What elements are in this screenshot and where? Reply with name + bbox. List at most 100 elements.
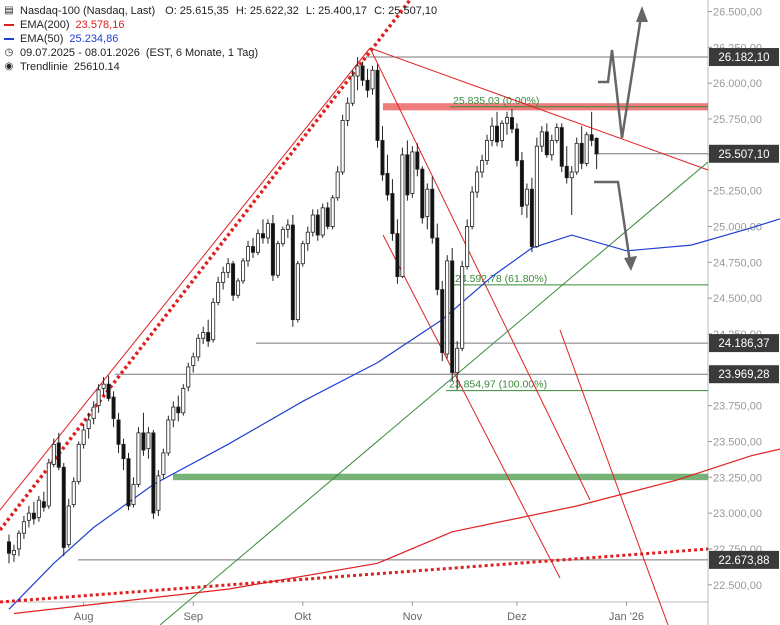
- candle-body: [470, 191, 475, 227]
- upper-channel-line: [0, 47, 371, 511]
- y-tick-label: 23.750,00: [713, 401, 762, 413]
- candle-body: [66, 505, 71, 546]
- candle-body: [495, 125, 500, 143]
- candle-body: [410, 151, 415, 194]
- candle-body: [519, 160, 524, 207]
- candle-body: [260, 233, 265, 239]
- candle-body: [51, 443, 56, 465]
- candle-body: [141, 432, 146, 451]
- y-tick-label: 25.250,00: [713, 186, 762, 198]
- candle-body: [504, 117, 509, 124]
- candle-body: [171, 406, 176, 421]
- candle-body: [166, 419, 171, 454]
- trendline-icon: ◉: [4, 61, 14, 72]
- steep-trendline-b: [382, 234, 561, 579]
- candle-body: [415, 151, 420, 170]
- candle-body: [569, 171, 574, 179]
- ohlc-values: O: 25.615,35 H: 25.622,32 L: 25.400,17 C…: [161, 4, 437, 18]
- price-tag-box: [709, 144, 779, 163]
- candle-body: [490, 125, 495, 141]
- candle-body: [549, 140, 554, 156]
- price-tag-label: 26.182,10: [718, 52, 769, 64]
- price-tag-box: [709, 550, 779, 569]
- ohlc-low: L: 25.400,17: [305, 5, 368, 17]
- candle-body: [255, 233, 260, 253]
- candle-body: [106, 383, 111, 399]
- price-tag-label: 25.507,10: [718, 149, 769, 161]
- y-tick-label: 25.000,00: [713, 221, 762, 233]
- legend-row-range: ◷ 09.07.2025 - 08.01.2026 (EST, 6 Monate…: [4, 46, 437, 60]
- candle-body: [360, 65, 365, 81]
- candle-body: [420, 168, 425, 219]
- candle-body: [275, 243, 280, 276]
- range-detail: (EST, 6 Monate, 1 Tag): [145, 47, 259, 59]
- ema50-value: 25.234,86: [69, 33, 119, 45]
- candle-body: [280, 228, 285, 245]
- candle-body: [499, 122, 504, 141]
- rising-support-line: [159, 161, 709, 625]
- y-tick-label: 23.500,00: [713, 436, 762, 448]
- candle-body: [509, 117, 514, 130]
- ohlc-close: C: 25.507,10: [374, 5, 438, 17]
- candle-body: [350, 75, 355, 104]
- candle-body: [529, 188, 534, 247]
- y-tick-label: 25.750,00: [713, 114, 762, 126]
- candle-body: [211, 302, 216, 341]
- ema50-label: EMA(50): [20, 33, 64, 45]
- candle-body: [21, 521, 26, 534]
- candle-body: [524, 188, 529, 206]
- steep-trendline-c: [559, 329, 669, 625]
- candle-body: [335, 171, 340, 199]
- y-tick-label: 26.500,00: [713, 6, 762, 18]
- candle-body: [295, 263, 300, 321]
- candle-body: [101, 383, 106, 389]
- y-tick-label: 24.500,00: [713, 293, 762, 305]
- candle-body: [559, 127, 564, 167]
- candle-body: [589, 134, 594, 141]
- candle-body: [31, 512, 36, 520]
- candle-body: [440, 289, 445, 353]
- candle-body: [315, 214, 320, 236]
- candle-body: [455, 347, 460, 374]
- candle-body: [231, 263, 236, 296]
- candle-body: [425, 188, 430, 217]
- candle-body: [400, 154, 405, 278]
- candle-body: [475, 171, 480, 193]
- candle-body: [161, 452, 166, 475]
- candle-body: [121, 443, 126, 460]
- ema200-value: 23.578,16: [75, 19, 125, 31]
- candle-body: [310, 214, 315, 233]
- candlestick-icon: ▤: [4, 5, 14, 16]
- candle-body: [36, 499, 41, 518]
- candle-body: [584, 134, 589, 164]
- candle-body: [450, 260, 455, 374]
- candle-body: [86, 419, 91, 429]
- date-range: 09.07.2025 - 08.01.2026: [20, 47, 140, 59]
- candle-body: [480, 160, 485, 173]
- candle-body: [151, 432, 156, 514]
- candle-body: [534, 145, 539, 247]
- y-tick-label: 24.750,00: [713, 257, 762, 269]
- candle-body: [594, 137, 599, 155]
- candle-body: [236, 280, 241, 296]
- trendline-label: Trendlinie: [20, 61, 68, 73]
- bullish-scenario-arrow: [598, 9, 644, 139]
- price-tag-label: 23.969,28: [718, 369, 769, 381]
- fib-level-label: 25.835,03 (0.00%): [453, 95, 539, 107]
- candle-body: [305, 231, 310, 245]
- candle-body: [146, 432, 151, 450]
- x-tick-label: Okt: [294, 611, 311, 623]
- legend-row-instrument: ▤ Nasdaq-100 (Nasdaq, Last) O: 25.615,35…: [4, 4, 437, 18]
- x-tick-label: Jan '26: [609, 611, 644, 623]
- candle-body: [325, 207, 330, 227]
- trendline-value: 25610.14: [73, 61, 120, 73]
- candle-body: [390, 193, 395, 235]
- fib-level-label: 24.592,78 (61.80%): [455, 273, 547, 285]
- candle-body: [196, 337, 201, 358]
- candle-body: [136, 432, 141, 485]
- candle-body: [156, 475, 161, 511]
- candle-body: [76, 443, 81, 483]
- steep-trendline-a: [369, 47, 591, 501]
- candle-body: [206, 332, 211, 342]
